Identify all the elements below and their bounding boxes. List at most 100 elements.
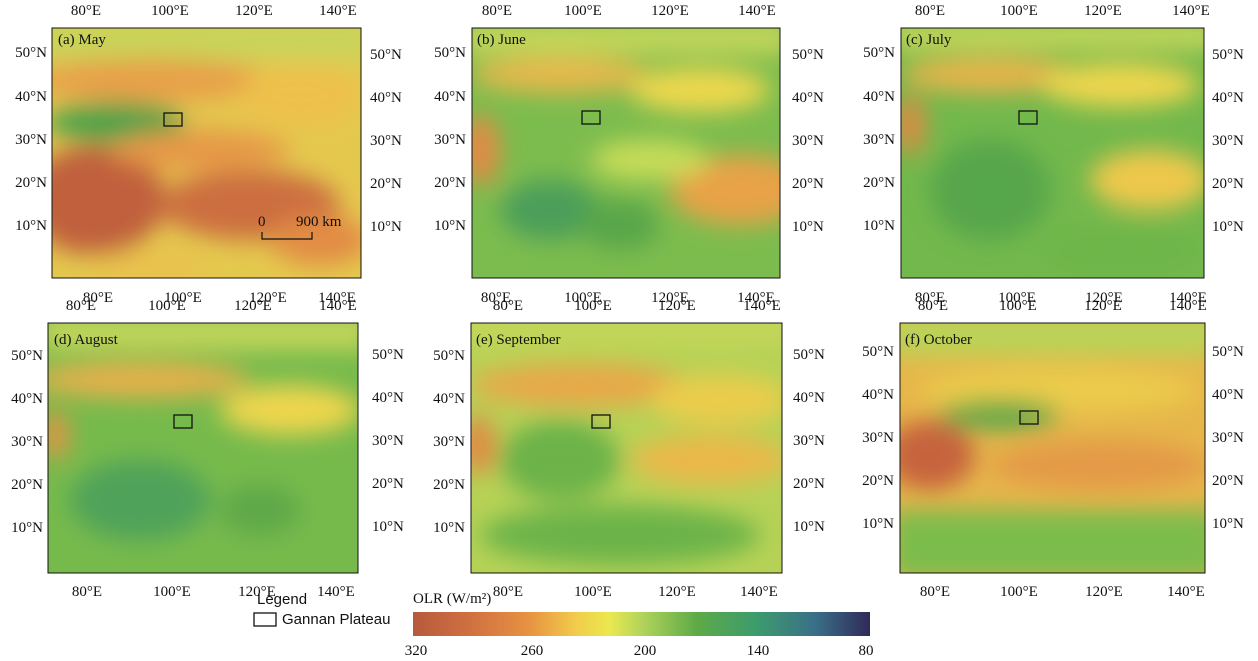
lat-tick: 40°N xyxy=(433,391,465,407)
map-panel-d: (d) August 80°E 100°E 120°E 140°E 80°E 1… xyxy=(11,298,404,600)
lat-tick: 20°N xyxy=(793,476,825,492)
scale-bar-start: 0 xyxy=(258,214,266,230)
lat-tick: 10°N xyxy=(11,520,43,536)
lat-tick: 50°N xyxy=(372,347,404,363)
lon-tick: 80°E xyxy=(493,298,523,314)
lat-tick: 50°N xyxy=(433,348,465,364)
panel-title: (e) September xyxy=(476,332,561,348)
lat-tick: 50°N xyxy=(1212,47,1244,63)
lat-tick: 30°N xyxy=(862,430,894,446)
lon-tick: 100°E xyxy=(148,298,186,314)
lon-tick: 140°E xyxy=(738,3,776,19)
lon-tick: 120°E xyxy=(234,298,272,314)
lon-tick: 120°E xyxy=(1085,290,1123,306)
lon-tick: 100°E xyxy=(574,298,612,314)
lat-tick: 20°N xyxy=(15,175,47,191)
gannan-plateau-box xyxy=(581,110,601,125)
lon-tick: 100°E xyxy=(151,3,189,19)
lon-tick: 100°E xyxy=(574,584,612,600)
colorbar-tick: 140 xyxy=(747,643,770,659)
lat-tick: 30°N xyxy=(792,133,824,149)
lon-tick: 80°E xyxy=(482,3,512,19)
lat-tick: 20°N xyxy=(1212,176,1244,192)
lon-tick: 100°E xyxy=(1000,584,1038,600)
lat-tick: 10°N xyxy=(862,516,894,532)
lat-tick: 20°N xyxy=(370,176,402,192)
lat-tick: 30°N xyxy=(433,434,465,450)
lon-tick: 80°E xyxy=(918,298,948,314)
lat-tick: 50°N xyxy=(792,47,824,63)
olr-field-b xyxy=(472,28,780,278)
panel-title: (c) July xyxy=(906,32,952,48)
lon-tick: 100°E xyxy=(564,290,602,306)
gannan-plateau-box xyxy=(173,414,193,429)
lon-tick: 100°E xyxy=(999,298,1037,314)
colorbar-tick: 200 xyxy=(634,643,657,659)
lat-tick: 20°N xyxy=(862,473,894,489)
lat-tick: 50°N xyxy=(15,45,47,61)
gannan-plateau-box xyxy=(1019,410,1039,425)
olr-field-d xyxy=(48,323,358,573)
lat-tick: 10°N xyxy=(372,519,404,535)
lat-tick: 20°N xyxy=(433,477,465,493)
lat-tick: 30°N xyxy=(793,433,825,449)
lon-tick: 100°E xyxy=(164,290,202,306)
lon-tick: 80°E xyxy=(71,3,101,19)
lat-tick: 40°N xyxy=(1212,90,1244,106)
lat-tick: 30°N xyxy=(434,132,466,148)
legend: Legend Gannan Plateau xyxy=(253,591,390,628)
lat-tick: 10°N xyxy=(433,520,465,536)
olr-field-e xyxy=(471,323,782,573)
panel-title: (b) June xyxy=(477,32,526,48)
lon-tick: 120°E xyxy=(249,290,287,306)
lon-tick: 120°E xyxy=(1085,584,1123,600)
lon-tick: 140°E xyxy=(317,584,355,600)
lon-tick: 140°E xyxy=(740,584,778,600)
lon-tick: 140°E xyxy=(1169,290,1207,306)
olr-field-f xyxy=(900,323,1205,573)
scale-bar-end: 900 km xyxy=(296,214,342,230)
panel-title: (a) May xyxy=(58,32,106,48)
lat-tick: 20°N xyxy=(1212,473,1244,489)
map-panel-b: (b) June 80°E 100°E 120°E 140°E 80°E 100… xyxy=(434,3,824,306)
lat-tick: 50°N xyxy=(793,347,825,363)
lat-tick: 40°N xyxy=(1212,387,1244,403)
lon-tick: 120°E xyxy=(238,584,276,600)
olr-field-c xyxy=(901,28,1204,278)
scale-bar: 0 900 km xyxy=(258,214,342,240)
lat-tick: 10°N xyxy=(863,218,895,234)
lon-tick: 80°E xyxy=(915,290,945,306)
lat-tick: 10°N xyxy=(15,218,47,234)
lat-tick: 40°N xyxy=(15,89,47,105)
lon-tick: 120°E xyxy=(658,298,696,314)
lat-tick: 10°N xyxy=(792,219,824,235)
lat-tick: 50°N xyxy=(370,47,402,63)
lon-tick: 100°E xyxy=(153,584,191,600)
lat-tick: 40°N xyxy=(792,90,824,106)
lon-tick: 140°E xyxy=(743,298,781,314)
lat-tick: 30°N xyxy=(1212,133,1244,149)
colorbar: OLR (W/m²) 320 260 200 140 80 xyxy=(405,591,874,659)
map-panel-c: (c) July 80°E 100°E 120°E 140°E 80°E 100… xyxy=(863,3,1244,306)
lat-tick: 30°N xyxy=(372,433,404,449)
lon-tick: 140°E xyxy=(319,3,357,19)
lat-tick: 50°N xyxy=(11,348,43,364)
map-panel-a: 0 900 km (a) May 80°E 100°E 120°E 140°E … xyxy=(15,3,402,306)
lat-tick: 20°N xyxy=(863,175,895,191)
lat-tick: 10°N xyxy=(370,219,402,235)
panel-title: (d) August xyxy=(54,332,119,348)
lat-tick: 30°N xyxy=(863,132,895,148)
gannan-plateau-box xyxy=(591,414,611,429)
lon-tick: 140°E xyxy=(318,290,356,306)
lat-tick: 20°N xyxy=(372,476,404,492)
lon-tick: 80°E xyxy=(920,584,950,600)
lat-tick: 50°N xyxy=(863,45,895,61)
lon-tick: 140°E xyxy=(1172,3,1210,19)
lat-tick: 40°N xyxy=(793,390,825,406)
lon-tick: 140°E xyxy=(319,298,357,314)
olr-field-a xyxy=(52,28,361,278)
legend-heading: Legend xyxy=(257,591,307,608)
colorbar-tick: 80 xyxy=(859,643,874,659)
lon-tick: 100°E xyxy=(998,290,1036,306)
